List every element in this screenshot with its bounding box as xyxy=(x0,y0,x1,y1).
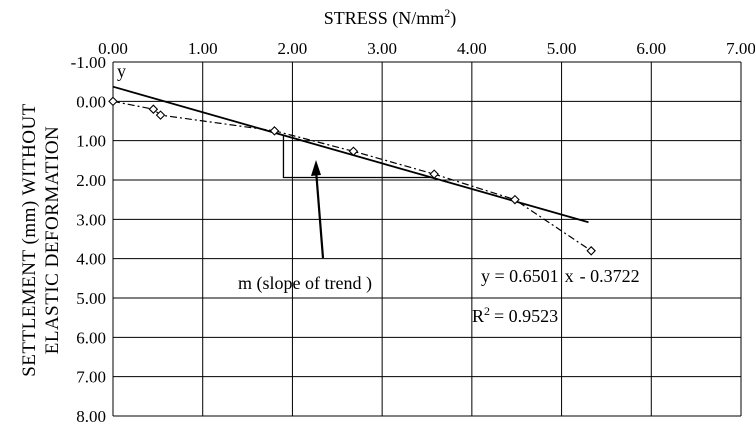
x-tick-label: 0.00 xyxy=(98,39,128,58)
y-tick-label: 2.00 xyxy=(76,171,106,190)
y-axis-title: SETTLEMENT (mm) WITHOUT ELASTIC DEFORMAT… xyxy=(19,103,63,377)
slope-triangle xyxy=(282,135,432,179)
x-tick-label: 2.00 xyxy=(278,39,308,58)
y-tick-label: 6.00 xyxy=(76,328,106,347)
y-axis-title-line2: ELASTIC DEFORMATION xyxy=(42,126,63,355)
x-tick-label: 3.00 xyxy=(367,39,397,58)
x-tick-label: 7.00 xyxy=(726,39,755,58)
y-tick-label: 8.00 xyxy=(76,407,106,426)
y-tick-label: 7.00 xyxy=(76,368,106,387)
grid-lines xyxy=(112,61,742,417)
x-tick-labels: 0.00 1.00 2.00 3.00 4.00 5.00 6.00 7.00 xyxy=(98,39,755,58)
annotation-arrow-shaft xyxy=(314,169,325,259)
y-axis-title-line1: SETTLEMENT (mm) WITHOUT xyxy=(19,103,40,377)
data-point xyxy=(155,110,166,120)
slope-annotation: m (slope of trend ) xyxy=(238,273,372,294)
data-point xyxy=(429,169,439,179)
y-tick-label: 3.00 xyxy=(76,210,106,229)
x-tick-label: 6.00 xyxy=(636,39,666,58)
annotation-arrow-head xyxy=(311,160,321,176)
trendline xyxy=(112,85,589,224)
trendline-line xyxy=(112,85,589,224)
y-tick-label: -1.00 xyxy=(71,53,106,72)
data-point xyxy=(348,146,359,157)
series-line xyxy=(112,100,592,252)
y-tick-label: 0.00 xyxy=(76,92,106,111)
slope-triangle-legs xyxy=(282,135,432,179)
data-point xyxy=(108,96,118,107)
y-tick-label: 1.00 xyxy=(76,132,106,151)
x-tick-label: 4.00 xyxy=(457,39,487,58)
y-tick-label: 5.00 xyxy=(76,289,106,308)
data-point xyxy=(148,104,159,114)
y-tick-labels: -1.00 0.00 1.00 2.00 3.00 4.00 5.00 6.00 7.00 8.0… xyxy=(71,53,106,426)
trend-equation: y = 0.6501 x - 0.3722 xyxy=(481,266,640,286)
x-tick-label: 5.00 xyxy=(547,39,577,58)
chart-title: STRESS (N/mm2) xyxy=(324,6,457,29)
data-point xyxy=(586,246,596,256)
data-series xyxy=(108,96,596,256)
data-point xyxy=(510,194,520,205)
r-squared: R2 = 0.9523 xyxy=(472,304,558,326)
y-tick-label: 4.00 xyxy=(76,250,106,269)
y-axis-marker: y xyxy=(117,61,126,81)
data-point xyxy=(269,126,280,136)
x-tick-label: 1.00 xyxy=(188,39,218,58)
